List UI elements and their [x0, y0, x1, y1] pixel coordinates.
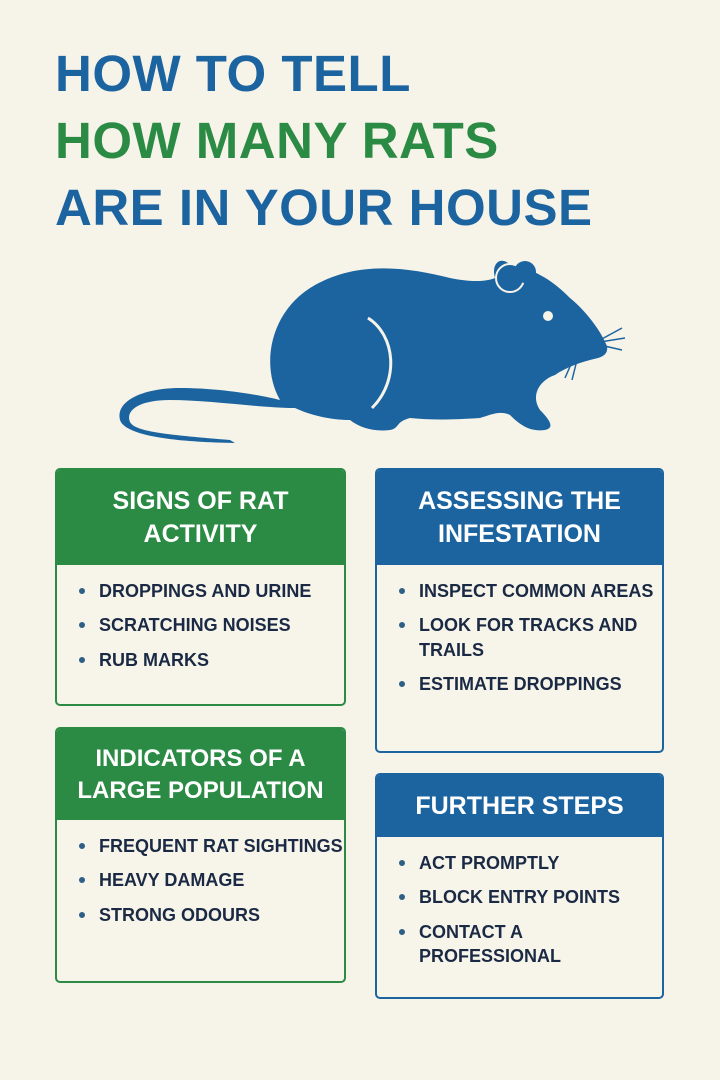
list-item: RUB MARKS	[77, 648, 344, 672]
card-further-steps: FURTHER STEPS ACT PROMPTLY BLOCK ENTRY P…	[375, 773, 664, 999]
card-heading: ASSESSING THE INFESTATION	[377, 470, 662, 565]
title-line-1: HOW TO TELL	[55, 45, 411, 102]
list-item: CONTACT A PROFESSIONAL	[397, 920, 662, 969]
rat-icon	[119, 260, 626, 443]
card-signs-of-rat-activity: SIGNS OF RAT ACTIVITY DROPPINGS AND URIN…	[55, 468, 346, 706]
list-item: ESTIMATE DROPPINGS	[397, 672, 662, 696]
list-item: INSPECT COMMON AREAS	[397, 579, 662, 603]
list-item: FREQUENT RAT SIGHTINGS	[77, 834, 344, 858]
title-line-2: HOW MANY RATS	[55, 112, 499, 169]
list-item: ACT PROMPTLY	[397, 851, 662, 875]
title-line-3: ARE IN YOUR HOUSE	[55, 179, 593, 236]
list-item: HEAVY DAMAGE	[77, 868, 344, 892]
card-assessing-infestation: ASSESSING THE INFESTATION INSPECT COMMON…	[375, 468, 664, 753]
list-item: LOOK FOR TRACKS AND TRAILS	[397, 613, 662, 662]
card-heading: SIGNS OF RAT ACTIVITY	[57, 470, 344, 565]
list-item: STRONG ODOURS	[77, 903, 344, 927]
card-heading: FURTHER STEPS	[377, 775, 662, 837]
card-heading: INDICATORS OF A LARGE POPULATION	[57, 729, 344, 820]
list-item: DROPPINGS AND URINE	[77, 579, 344, 603]
list-item: BLOCK ENTRY POINTS	[397, 885, 662, 909]
card-indicators-large-population: INDICATORS OF A LARGE POPULATION FREQUEN…	[55, 727, 346, 983]
list-item: SCRATCHING NOISES	[77, 613, 344, 637]
